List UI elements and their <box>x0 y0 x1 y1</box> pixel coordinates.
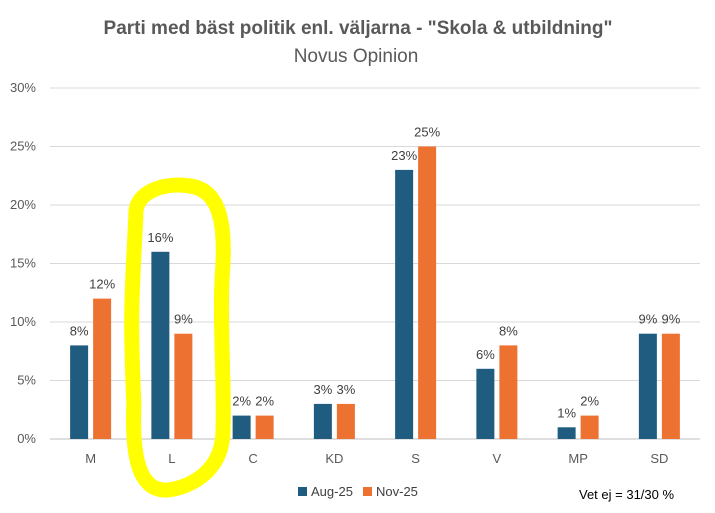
data-label: 9% <box>661 312 680 327</box>
y-tick-label: 15% <box>10 256 36 271</box>
bar-mp-series-1 <box>557 427 576 439</box>
y-tick-label: 10% <box>10 314 36 329</box>
y-axis-ticks: 0% 5% 10% 15% 20% 25% 30% <box>10 80 36 446</box>
x-axis-ticks: M L C KD S V MP SD <box>85 451 668 466</box>
chart-subtitle: Novus Opinion <box>294 46 419 67</box>
x-tick-label: KD <box>325 451 343 466</box>
bars <box>70 146 680 439</box>
bar-l-series-2 <box>174 333 193 439</box>
bar-kd-series-1 <box>313 403 332 439</box>
x-tick-label: MP <box>568 451 588 466</box>
y-tick-label: 5% <box>17 373 36 388</box>
bar-kd-series-2 <box>336 403 355 439</box>
y-tick-label: 20% <box>10 197 36 212</box>
bar-v-series-1 <box>476 368 495 439</box>
y-tick-label: 30% <box>10 80 36 95</box>
bar-m-series-2 <box>93 298 112 439</box>
note-text: Vet ej = 31/30 % <box>579 487 674 502</box>
bar-sd-series-2 <box>661 333 680 439</box>
data-label: 3% <box>336 382 355 397</box>
data-labels: 8% 12% 16% 9% 2% 2% 3% 3% 23% 25% 6% 8% 1% 2% 9% 9% <box>70 125 681 421</box>
legend: Aug-25 Nov-25 <box>298 484 418 499</box>
legend-label-aug-25: Aug-25 <box>311 484 353 499</box>
highlight-circle <box>124 177 231 498</box>
chart-title: Parti med bäst politik enl. väljarna - "… <box>104 18 613 39</box>
x-tick-label: S <box>411 451 420 466</box>
legend-swatch-aug-25 <box>298 487 307 496</box>
data-label: 3% <box>313 382 332 397</box>
bar-s-series-1 <box>395 169 414 439</box>
bar-v-series-2 <box>499 345 518 439</box>
bar-sd-series-1 <box>638 333 657 439</box>
bar-l-series-1 <box>151 251 170 439</box>
data-label: 12% <box>89 277 115 292</box>
bar-c-series-1 <box>232 415 251 439</box>
y-tick-label: 0% <box>17 431 36 446</box>
data-label: 25% <box>414 125 440 140</box>
bar-mp-series-2 <box>580 415 599 439</box>
legend-swatch-nov-25 <box>363 487 372 496</box>
x-tick-label: SD <box>650 451 668 466</box>
data-label: 16% <box>147 230 173 245</box>
data-label: 1% <box>557 405 576 420</box>
y-tick-label: 25% <box>10 139 36 154</box>
legend-label-nov-25: Nov-25 <box>376 484 418 499</box>
x-tick-label: V <box>493 451 502 466</box>
data-label: 2% <box>255 394 274 409</box>
data-label: 2% <box>232 394 251 409</box>
data-label: 6% <box>476 347 495 362</box>
data-label: 9% <box>638 312 657 327</box>
data-label: 2% <box>580 394 599 409</box>
x-tick-label: M <box>85 451 96 466</box>
bar-m-series-1 <box>70 345 89 439</box>
data-label: 9% <box>174 312 193 327</box>
bar-c-series-2 <box>255 415 274 439</box>
highlight-annotation <box>124 177 231 498</box>
data-label: 8% <box>499 323 518 338</box>
data-label: 8% <box>70 323 89 338</box>
bar-s-series-2 <box>418 146 437 439</box>
data-label: 23% <box>391 148 417 163</box>
x-tick-label: C <box>248 451 257 466</box>
x-tick-label: L <box>168 451 175 466</box>
gridlines <box>50 87 700 440</box>
